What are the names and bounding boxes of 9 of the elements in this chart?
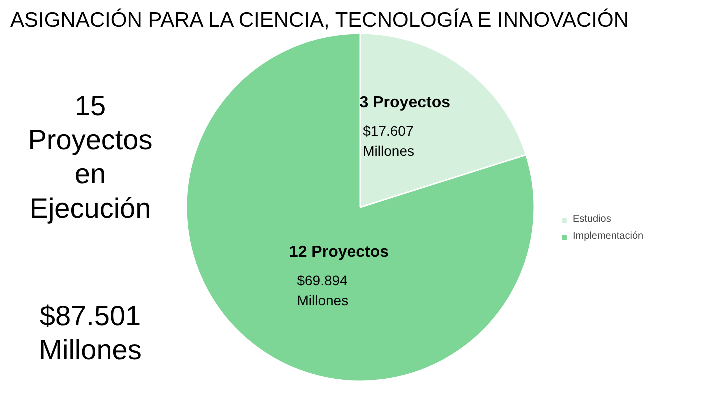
text: 15 Proyectos en Ejecución [28, 90, 153, 224]
data-label: $17.607 Millones [363, 123, 414, 160]
text: $87.501 Millones [39, 300, 142, 366]
data-label: $69.894 Millones [297, 272, 349, 309]
legend-label: Implementación [573, 231, 644, 242]
text: 12 Proyectos [289, 244, 390, 262]
text: 3 Proyectos [360, 94, 451, 112]
chart-title: ASIGNACIÓN PARA LA CIENCIA, TECNOLOGÍA E INNOVACIÓN [10, 8, 629, 32]
legend-label: Estudios [573, 214, 612, 225]
